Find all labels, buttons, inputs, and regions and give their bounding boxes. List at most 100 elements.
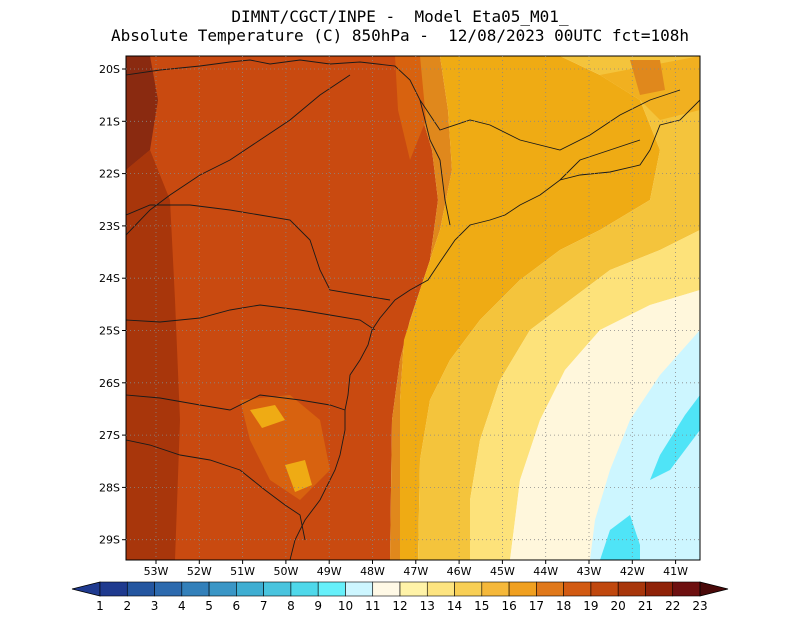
lon-tick-label: 42W <box>620 565 645 578</box>
colorbar-label: 11 <box>365 599 380 613</box>
colorbar-label: 6 <box>233 599 241 613</box>
field-17-band <box>400 56 660 560</box>
colorbar-swatch <box>508 581 537 597</box>
chart-title-line2: Absolute Temperature (C) 850hPa - 12/08/… <box>111 26 689 45</box>
lat-tick-label: 25S <box>99 325 120 338</box>
lon-tick-label: 48W <box>360 565 385 578</box>
field-19-pocket-north <box>395 56 426 160</box>
colorbar-swatch <box>126 581 155 597</box>
map-boundaries <box>126 59 700 560</box>
colorbar-label: 19 <box>583 599 598 613</box>
colorbar-label: 18 <box>556 599 571 613</box>
lon-tick-label: 46W <box>447 565 472 578</box>
colorbar-swatch <box>454 581 483 597</box>
colorbar-label: 1 <box>96 599 104 613</box>
field-22-west-strip <box>126 150 180 560</box>
field-9-region-south <box>600 515 640 560</box>
colorbar-label: 20 <box>611 599 626 613</box>
colorbar-swatch <box>563 581 592 597</box>
colorbar-label: 8 <box>287 599 295 613</box>
colorbar-swatch <box>617 581 646 597</box>
lon-tick-label: 44W <box>533 565 558 578</box>
map-frame <box>125 55 701 561</box>
colorbar-swatch <box>317 581 346 597</box>
lon-tick-label: 47W <box>403 565 428 578</box>
colorbar-label: 12 <box>392 599 407 613</box>
colorbar-swatch <box>645 581 674 597</box>
field-11-band <box>510 290 700 560</box>
state-border-5 <box>126 394 346 411</box>
state-border-8 <box>559 139 641 181</box>
colorbar-label: 15 <box>474 599 489 613</box>
lat-tick-label: 28S <box>99 481 120 494</box>
colorbar-swatch <box>208 581 237 597</box>
state-border-3 <box>126 204 391 301</box>
colorbar-label: 5 <box>205 599 213 613</box>
colorbar-swatch <box>181 581 210 597</box>
colorbar-swatch <box>345 581 374 597</box>
colorbar-swatch <box>290 581 319 597</box>
colorbar-label: 4 <box>178 599 186 613</box>
colorbar-label: 23 <box>692 599 707 613</box>
lon-tick-label: 43W <box>577 565 602 578</box>
colorbar-label: 17 <box>529 599 544 613</box>
colorbar-swatch <box>536 581 564 597</box>
colorbar-label: 7 <box>260 599 268 613</box>
colorbar-label: 14 <box>447 599 462 613</box>
colorbar <box>71 581 729 597</box>
lon-tick-label: 45W <box>490 565 515 578</box>
colorbar-swatch <box>481 581 510 597</box>
colorbar-label: 21 <box>638 599 653 613</box>
state-border-6 <box>126 439 306 541</box>
lon-tick-label: 41W <box>663 565 688 578</box>
chart-title-line1: DIMNT/CGCT/INPE - Model Eta05_M01_ <box>231 7 569 26</box>
field-17-pocket-south <box>285 460 312 492</box>
longitude-labels: 53W 52W 51W 50W 49W 48W 47W 46W 45W 44W 43W 42W 41W <box>144 565 689 578</box>
colorbar-swatch <box>263 581 292 597</box>
colorbar-swatch <box>236 581 264 597</box>
lon-tick-label: 53W <box>144 565 169 578</box>
colorbar-swatch <box>99 581 128 597</box>
colorbar-arrow-low <box>71 581 101 597</box>
lon-tick-label: 51W <box>230 565 255 578</box>
colorbar-label: 10 <box>338 599 353 613</box>
state-border-1 <box>126 59 451 226</box>
field-13-band <box>470 230 700 560</box>
colorbar-swatch <box>372 581 401 597</box>
colorbar-swatch <box>590 581 619 597</box>
colorbar-swatch <box>399 581 428 597</box>
lat-tick-label: 27S <box>99 429 120 442</box>
state-border-4 <box>126 304 376 331</box>
colorbar-arrow-high <box>699 581 729 597</box>
field-19-coastal-band <box>390 56 452 560</box>
colorbar-swatch <box>672 581 701 597</box>
lon-tick-label: 49W <box>317 565 342 578</box>
colorbar-label: 2 <box>123 599 131 613</box>
lat-tick-label: 24S <box>99 272 120 285</box>
colorbar-label: 22 <box>665 599 680 613</box>
lat-tick-label: 22S <box>99 168 120 181</box>
map-gridlines <box>122 56 700 564</box>
coastline <box>289 99 700 560</box>
lon-tick-label: 52W <box>187 565 212 578</box>
lat-tick-label: 21S <box>99 115 120 128</box>
lat-tick-label: 23S <box>99 220 120 233</box>
lat-tick-label: 26S <box>99 377 120 390</box>
lon-tick-label: 50W <box>273 565 298 578</box>
latitude-labels: 20S 21S 22S 23S 24S 25S 26S 27S 28S 29S <box>99 63 120 547</box>
colorbar-swatch <box>426 581 455 597</box>
field-15-band <box>418 56 700 560</box>
colorbar-label: 3 <box>151 599 159 613</box>
lat-tick-label: 20S <box>99 63 120 76</box>
lat-tick-label: 29S <box>99 534 120 547</box>
colorbar-label: 16 <box>501 599 516 613</box>
field-23-region <box>126 56 158 170</box>
field-9-region <box>650 395 700 480</box>
field-10-region <box>590 330 700 560</box>
colorbar-label: 9 <box>314 599 322 613</box>
state-border-7 <box>419 89 681 151</box>
colorbar-label: 13 <box>420 599 435 613</box>
colorbar-swatch <box>154 581 183 597</box>
temperature-field <box>126 56 700 560</box>
